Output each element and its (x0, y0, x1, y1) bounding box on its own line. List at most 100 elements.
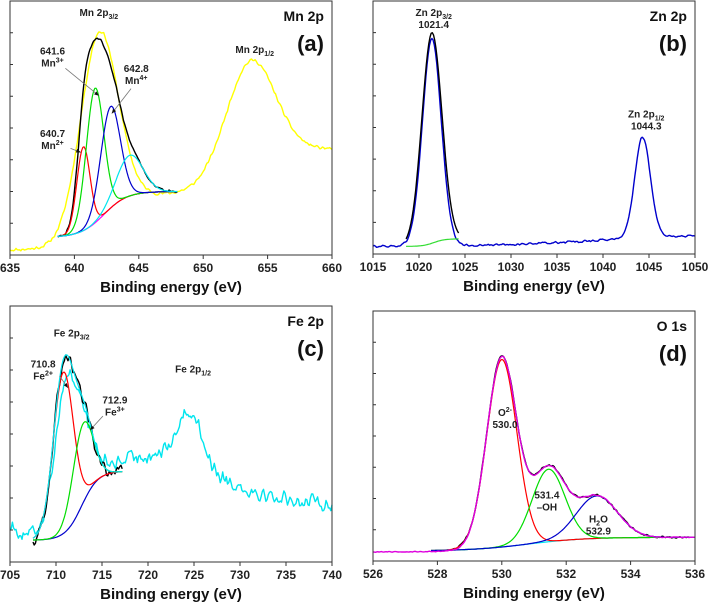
annotation-main: 641.6 (40, 46, 65, 57)
annotation-main: 1044.3 (631, 121, 662, 132)
x-axis-label: Binding energy (eV) (463, 278, 605, 295)
x-tick-label: 1045 (636, 260, 663, 274)
annotation-text: Mn4+ (125, 75, 147, 87)
annotation-superscript: 2+ (45, 370, 53, 377)
annotation-superscript: 2- (506, 407, 513, 414)
annotation-subscript: 1/2 (201, 371, 211, 378)
annotation-superscript: 3+ (117, 406, 125, 413)
annotation-main: Zn 2p (628, 109, 655, 120)
peak-annotation: Mn 2p3/2 (80, 8, 119, 21)
annotation-main: Mn (125, 76, 139, 87)
annotation-arrow (65, 68, 100, 97)
x-tick-label: 1025 (452, 260, 479, 274)
annotation-main: 531.4 (534, 491, 559, 502)
annotation-text: Mn3+ (41, 57, 63, 69)
x-tick-label: 705 (0, 568, 20, 582)
annotation-subscript: 3/2 (80, 335, 90, 342)
curve-fe3- (33, 421, 123, 541)
annotation-text: O2- (498, 407, 513, 419)
annotation-text: 1044.3 (631, 121, 662, 132)
curve-o2- (431, 358, 695, 552)
x-tick-label: 530 (492, 567, 512, 581)
x-tick-label: 645 (129, 261, 149, 275)
annotation-main: 710.8 (31, 359, 56, 370)
annotation-text: H2O (589, 514, 608, 527)
x-tick-label: 635 (0, 261, 20, 275)
annotation-text: 1021.4 (418, 20, 449, 31)
arrowhead-icon (75, 148, 81, 153)
annotation-text: 530.0 (493, 420, 518, 431)
annotation-main: Zn 2p (416, 8, 443, 19)
panel-c: 705 710 715 720 725 730 735 740 Binding energy (… (0, 305, 342, 603)
x-tick-label: 740 (322, 568, 342, 582)
annotation-text: Zn 2p3/2 (416, 8, 453, 21)
annotation-main: Mn (41, 58, 55, 69)
x-tick-label: 1020 (406, 260, 433, 274)
annotation-text: –OH (537, 503, 558, 514)
annotation-subscript: 3/2 (108, 14, 118, 21)
annotation-subscript: 1/2 (655, 115, 665, 122)
annotation-text: Mn2+ (41, 140, 63, 152)
annotation-main: 642.8 (124, 64, 149, 75)
panel-label: (c) (297, 336, 324, 361)
x-tick-label: 735 (276, 568, 296, 582)
x-tick-label: 650 (193, 261, 213, 275)
annotation-text: Fe2+ (33, 370, 53, 382)
x-tick-label: 660 (322, 261, 342, 275)
annotation-main: Mn 2p (235, 45, 264, 56)
element-title: Zn 2p (650, 8, 687, 24)
peak-annotation: Fe 2p1/2 (175, 365, 211, 378)
x-tick-label: 528 (427, 567, 447, 581)
curve-raw-spectrum (9, 31, 333, 252)
x-tick-label: 1015 (360, 260, 387, 274)
annotation-text: 641.6 (40, 46, 65, 57)
annotation-text: 712.9 (102, 395, 127, 406)
element-title: Mn 2p (284, 8, 324, 24)
annotation-main: Fe 2p (54, 329, 80, 340)
curve-envelope (57, 37, 178, 238)
annotation-subscript: 2 (596, 520, 600, 527)
annotation-main: Mn 2p (80, 8, 109, 19)
panel-b: 1015 1020 1025 1030 1035 1040 1045 1050 Binding … (360, 0, 708, 295)
x-tick-label: 725 (184, 568, 204, 582)
annotation-main: O (498, 408, 506, 419)
annotation-text: 532.9 (586, 526, 611, 537)
curve-h2o (431, 495, 695, 552)
x-axis-label: Binding energy (eV) (100, 279, 242, 296)
x-tick-label: 532 (556, 567, 576, 581)
annotation-text: Zn 2p1/2 (628, 109, 665, 122)
curve-background (57, 191, 178, 237)
annotation-text: Mn 2p3/2 (80, 8, 119, 21)
curve-raw-spectrum (9, 369, 333, 540)
arrowhead-icon (90, 425, 95, 431)
x-tick-label: 536 (685, 567, 705, 581)
annotation-subscript: 1/2 (264, 51, 274, 58)
panel-label: (b) (659, 31, 687, 56)
annotation-main: 530.0 (493, 420, 518, 431)
panel-a: 635 640 645 650 655 660 Binding energy (eV) Mn … (0, 0, 342, 296)
element-title: O 1s (657, 318, 688, 334)
x-tick-label: 534 (621, 567, 641, 581)
curve-mn4- (57, 105, 178, 237)
x-tick-label: 1050 (682, 260, 708, 274)
annotation-text: Fe 2p3/2 (54, 329, 90, 342)
x-tick-label: 720 (138, 568, 158, 582)
annotation-main: –OH (537, 503, 558, 514)
x-tick-label: 655 (258, 261, 278, 275)
annotation-superscript: 2+ (56, 140, 64, 147)
x-tick-label: 1035 (544, 260, 571, 274)
annotation-subscript: 3/2 (442, 14, 452, 21)
annotation-text: 642.8 (124, 64, 149, 75)
panel-d: 526 528 530 532 534 536 Binding energy (eV) O 1… (363, 310, 705, 602)
annotation-superscript: 4+ (139, 75, 147, 82)
panel-label: (a) (297, 31, 324, 56)
curve-satellite (57, 154, 178, 237)
annotation-main: Fe (33, 371, 45, 382)
annotation-main: Mn (41, 141, 55, 152)
x-tick-label: 715 (92, 568, 112, 582)
